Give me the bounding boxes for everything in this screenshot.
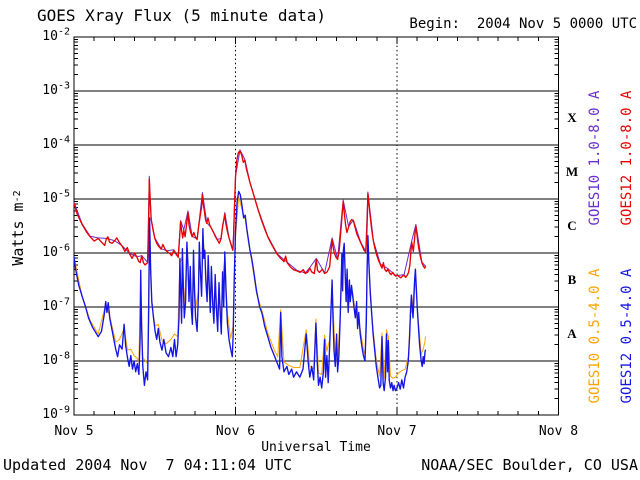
y-tick-exponent: -6 <box>57 242 70 254</box>
flare-class-label-C: C <box>567 218 577 233</box>
y-tick-exponent: -4 <box>57 134 70 146</box>
y-tick-label: 10-9 <box>42 404 70 422</box>
y-axis-title-base: Watts m <box>9 202 27 266</box>
y-tick-exponent: -2 <box>57 26 70 38</box>
x-axis-title: Universal Time <box>261 440 371 455</box>
y-tick-exponent: -3 <box>57 80 70 92</box>
y-tick-label: 10-6 <box>42 242 70 260</box>
updated-timestamp: Updated 2004 Nov 7 04:11:04 UTC <box>3 456 292 474</box>
chart-title: GOES Xray Flux (5 minute data) <box>37 6 326 25</box>
y-tick-label: 10-8 <box>42 350 70 368</box>
y-tick-exponent: -5 <box>57 188 70 200</box>
legend-goes10_short: GOES10 0.5-4.0 A <box>587 268 603 404</box>
x-tick-label: Nov 8 <box>538 424 579 439</box>
series-goes12_long-line <box>73 150 427 279</box>
y-axis-title: Watts m -2 <box>9 190 27 266</box>
y-tick-exponent: -8 <box>57 350 70 362</box>
plot-frame <box>73 36 559 416</box>
y-tick-label: 10-4 <box>42 134 70 152</box>
y-tick-exponent: -7 <box>57 296 70 308</box>
y-tick-label: 10-2 <box>42 26 70 44</box>
series-goes10_long-line <box>73 149 426 277</box>
flare-class-label-M: M <box>565 164 579 179</box>
y-tick-label: 10-5 <box>42 188 70 206</box>
y-tick-label: 10-3 <box>42 80 70 98</box>
y-tick-label: 10-7 <box>42 296 70 314</box>
begin-timestamp: Begin: 2004 Nov 5 0000 UTC <box>409 16 637 32</box>
x-tick-label: Nov 5 <box>54 424 94 439</box>
legend-goes12_short: GOES12 0.5-4.0 A <box>619 268 635 404</box>
legend-goes10_long: GOES10 1.0-8.0 A <box>587 90 603 226</box>
flare-class-label-A: A <box>567 326 577 341</box>
flare-class-label-B: B <box>567 272 577 287</box>
x-tick-label: Nov 7 <box>377 424 417 439</box>
credit-text: NOAA/SEC Boulder, CO USA <box>421 456 638 474</box>
x-tick-label: Nov 6 <box>215 424 256 439</box>
y-tick-exponent: -9 <box>57 404 70 416</box>
flare-class-label-X: X <box>567 110 577 125</box>
series-goes12_short-line <box>73 190 427 392</box>
legend-goes12_long: GOES12 1.0-8.0 A <box>619 90 635 226</box>
